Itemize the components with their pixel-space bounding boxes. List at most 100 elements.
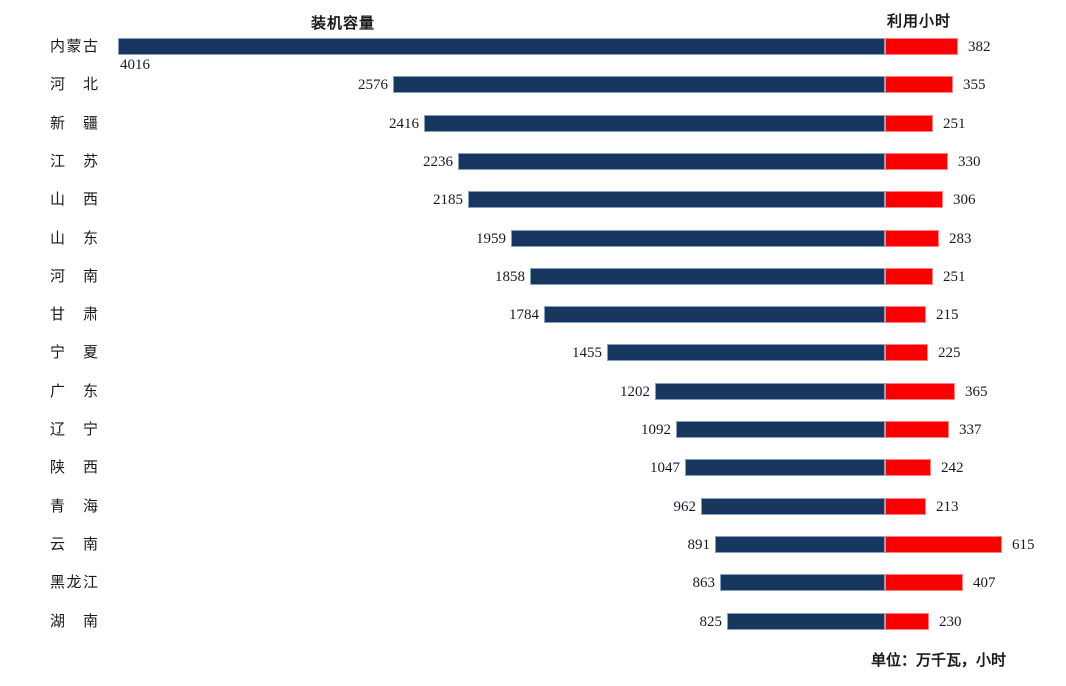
capacity-value: 1455 bbox=[572, 345, 602, 362]
chart-row: 内蒙古 4016 382 bbox=[0, 28, 1066, 73]
hours-value: 365 bbox=[965, 383, 988, 400]
hours-value: 407 bbox=[973, 575, 996, 592]
hours-value: 242 bbox=[941, 460, 964, 477]
category-label: 甘肃 bbox=[50, 307, 98, 324]
hours-value: 330 bbox=[958, 153, 981, 170]
category-label: 河南 bbox=[50, 268, 98, 285]
chart-row: 云南 891 615 bbox=[0, 526, 1066, 565]
capacity-value: 2416 bbox=[389, 115, 419, 132]
capacity-value: 1047 bbox=[650, 460, 680, 477]
chart-row: 山西 2185 306 bbox=[0, 181, 1066, 220]
chart-row: 辽宁 1092 337 bbox=[0, 411, 1066, 450]
category-label: 江苏 bbox=[50, 153, 98, 170]
hours-value: 283 bbox=[949, 230, 972, 247]
hours-value: 225 bbox=[938, 345, 961, 362]
capacity-bar bbox=[118, 38, 885, 55]
hours-bar bbox=[885, 574, 963, 592]
hours-value: 213 bbox=[936, 498, 959, 515]
hours-bar bbox=[885, 344, 928, 362]
hours-bar bbox=[885, 382, 955, 400]
capacity-value: 4016 bbox=[120, 57, 150, 73]
category-label: 河北 bbox=[50, 77, 98, 94]
unit-note: 单位：万千瓦，小时 bbox=[871, 653, 1007, 669]
hours-bar bbox=[885, 497, 926, 515]
capacity-value: 962 bbox=[673, 498, 697, 515]
hours-bar bbox=[885, 76, 953, 94]
capacity-bar bbox=[701, 497, 885, 515]
capacity-bar bbox=[458, 152, 885, 170]
capacity-value: 1959 bbox=[476, 230, 506, 247]
hours-value: 251 bbox=[943, 115, 966, 132]
hours-bar bbox=[885, 191, 943, 209]
hours-bar bbox=[885, 38, 958, 55]
hours-bar bbox=[885, 535, 1002, 553]
chart-row: 河南 1858 251 bbox=[0, 258, 1066, 297]
chart-row: 江苏 2236 330 bbox=[0, 143, 1066, 182]
hours-bar bbox=[885, 306, 926, 324]
category-label: 青海 bbox=[50, 498, 98, 515]
hours-value: 215 bbox=[936, 307, 959, 324]
hours-bar bbox=[885, 229, 939, 247]
chart-row: 山东 1959 283 bbox=[0, 220, 1066, 259]
hours-bar bbox=[885, 421, 949, 438]
chart-row: 河北 2576 355 bbox=[0, 66, 1066, 105]
hours-bar bbox=[885, 459, 931, 477]
chart-row: 湖南 825 230 bbox=[0, 603, 1066, 642]
capacity-value: 1784 bbox=[509, 307, 539, 324]
capacity-value: 863 bbox=[692, 575, 716, 592]
capacity-bar bbox=[727, 612, 885, 630]
chart-row: 宁夏 1455 225 bbox=[0, 334, 1066, 373]
category-label: 辽宁 bbox=[50, 422, 98, 438]
hours-bar bbox=[885, 267, 933, 285]
chart-row: 青海 962 213 bbox=[0, 488, 1066, 527]
capacity-value: 1858 bbox=[495, 268, 525, 285]
hours-value: 306 bbox=[953, 192, 976, 209]
chart-row: 广东 1202 365 bbox=[0, 373, 1066, 412]
hours-value: 615 bbox=[1012, 536, 1035, 553]
capacity-bar bbox=[468, 191, 885, 209]
category-label: 黑龙江 bbox=[50, 575, 98, 592]
capacity-value: 1202 bbox=[620, 383, 650, 400]
capacity-value: 2185 bbox=[433, 192, 463, 209]
hours-value: 382 bbox=[968, 39, 991, 55]
capacity-bar bbox=[607, 344, 885, 362]
capacity-bar bbox=[676, 421, 885, 438]
category-label: 广东 bbox=[50, 383, 98, 400]
category-label: 山西 bbox=[50, 192, 98, 209]
hours-column-header: 利用小时 bbox=[887, 14, 952, 30]
capacity-bar bbox=[720, 574, 885, 592]
category-label: 陕西 bbox=[50, 460, 98, 477]
capacity-bar bbox=[511, 229, 885, 247]
capacity-column-header: 装机容量 bbox=[311, 16, 376, 32]
chart-row: 甘肃 1784 215 bbox=[0, 296, 1066, 335]
hours-value: 251 bbox=[943, 268, 966, 285]
category-label: 山东 bbox=[50, 230, 98, 247]
chart-row: 新疆 2416 251 bbox=[0, 105, 1066, 144]
hours-value: 337 bbox=[959, 422, 982, 438]
category-label: 湖南 bbox=[50, 613, 98, 630]
hours-bar bbox=[885, 612, 929, 630]
chart-row: 黑龙江 863 407 bbox=[0, 564, 1066, 603]
category-label: 云南 bbox=[50, 536, 98, 553]
capacity-bar bbox=[685, 459, 885, 477]
chart-row: 陕西 1047 242 bbox=[0, 449, 1066, 488]
hours-value: 230 bbox=[939, 613, 962, 630]
category-label: 内蒙古 bbox=[50, 39, 98, 55]
hours-bar bbox=[885, 152, 948, 170]
hours-value: 355 bbox=[963, 77, 986, 94]
capacity-value: 2236 bbox=[423, 153, 453, 170]
capacity-value: 1092 bbox=[641, 422, 671, 438]
capacity-value: 891 bbox=[687, 536, 711, 553]
hours-bar bbox=[885, 114, 933, 132]
category-label: 新疆 bbox=[50, 115, 98, 132]
capacity-value: 825 bbox=[699, 613, 723, 630]
capacity-bar bbox=[655, 382, 885, 400]
capacity-value: 2576 bbox=[358, 77, 388, 94]
capacity-bar bbox=[530, 267, 885, 285]
capacity-bar bbox=[393, 76, 885, 94]
capacity-bar bbox=[424, 114, 885, 132]
capacity-bar bbox=[544, 306, 885, 324]
capacity-bar bbox=[715, 535, 885, 553]
category-label: 宁夏 bbox=[50, 345, 98, 362]
